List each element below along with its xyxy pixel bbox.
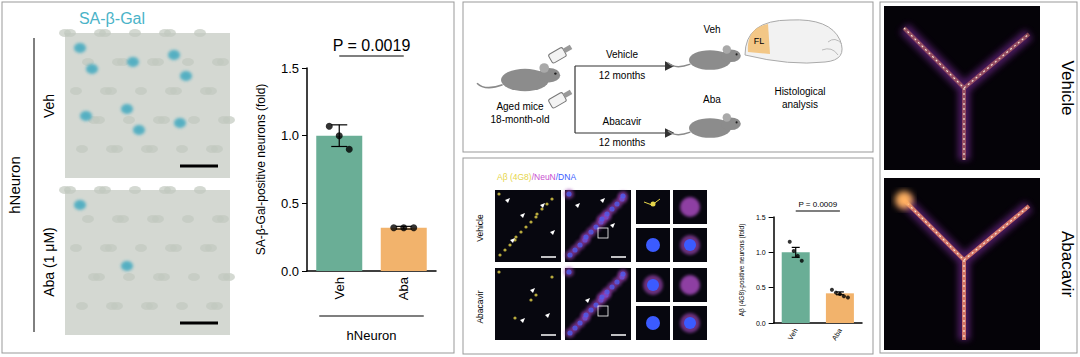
svg-text:1.0: 1.0 <box>756 249 766 256</box>
svg-text:Aged mice: Aged mice <box>496 101 544 112</box>
svg-text:0.0: 0.0 <box>756 320 766 327</box>
svg-text:18-month-old: 18-month-old <box>491 114 550 125</box>
svg-text:Vehicle: Vehicle <box>475 214 485 242</box>
svg-text:analysis: analysis <box>782 99 818 110</box>
svg-text:Abacavir: Abacavir <box>1058 231 1077 297</box>
svg-text:0.5: 0.5 <box>281 196 299 211</box>
svg-text:SA-β-Gal: SA-β-Gal <box>79 10 145 27</box>
svg-text:Vehicle: Vehicle <box>606 49 639 60</box>
svg-text:Veh: Veh <box>703 24 720 35</box>
svg-text:Aβ (4G8)/NeuN/DNA: Aβ (4G8)/NeuN/DNA <box>497 172 576 182</box>
svg-text:Veh: Veh <box>41 94 57 118</box>
svg-text:Aβ (4G8)-positive neurons (fol: Aβ (4G8)-positive neurons (fold) <box>738 224 746 317</box>
svg-text:hNeuron: hNeuron <box>347 328 397 343</box>
svg-text:Aba: Aba <box>831 327 843 341</box>
svg-text:12 months: 12 months <box>599 70 646 81</box>
svg-text:Abacavir: Abacavir <box>475 290 485 323</box>
svg-text:P = 0.0009: P = 0.0009 <box>798 200 837 209</box>
svg-text:Vehicle: Vehicle <box>1058 61 1077 116</box>
svg-text:P = 0.0019: P = 0.0019 <box>333 37 411 54</box>
svg-text:Aba (1 μM): Aba (1 μM) <box>41 227 57 297</box>
svg-text:hNeuron: hNeuron <box>6 156 23 214</box>
svg-text:1.0: 1.0 <box>281 128 299 143</box>
svg-text:Aba: Aba <box>703 94 721 105</box>
svg-text:0.5: 0.5 <box>756 284 766 291</box>
svg-text:Aba: Aba <box>396 276 411 300</box>
svg-text:SA-β-Gal-positive neurons (fol: SA-β-Gal-positive neurons (fold) <box>254 84 268 256</box>
svg-text:FL: FL <box>754 36 765 46</box>
svg-text:0.0: 0.0 <box>281 264 299 279</box>
svg-text:1.5: 1.5 <box>756 214 766 221</box>
svg-text:Histological: Histological <box>774 86 825 97</box>
svg-text:Abacavir: Abacavir <box>603 116 643 127</box>
svg-text:Veh: Veh <box>332 277 347 299</box>
svg-text:Veh: Veh <box>787 327 799 341</box>
svg-text:1.5: 1.5 <box>281 61 299 76</box>
svg-text:12 months: 12 months <box>599 137 646 148</box>
